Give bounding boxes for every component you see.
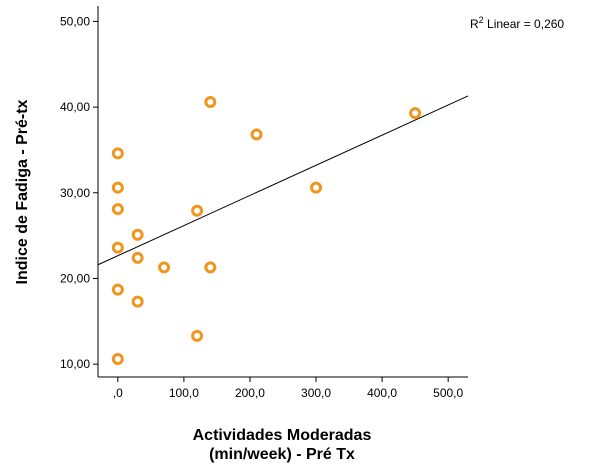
y-axis: 10,00 20,00 30,00 40,00 50,00 xyxy=(60,6,99,377)
data-point xyxy=(131,228,144,241)
data-points xyxy=(111,95,422,366)
data-point xyxy=(111,181,124,194)
x-tick-label: 400,0 xyxy=(367,386,397,400)
y-tick-label: 40,00 xyxy=(60,100,90,114)
data-point xyxy=(131,251,144,264)
r2-label: R2 Linear = 0,260 xyxy=(470,15,564,31)
x-tick-label: 200,0 xyxy=(235,386,265,400)
x-axis-title-line2: (min/week) - Pré Tx xyxy=(209,446,355,463)
data-point xyxy=(111,283,124,296)
data-point xyxy=(131,295,144,308)
data-point xyxy=(310,181,323,194)
data-point xyxy=(191,204,204,217)
y-tick-label: 10,00 xyxy=(60,357,90,371)
data-point xyxy=(111,353,124,366)
data-point xyxy=(204,261,217,274)
y-tick-label: 20,00 xyxy=(60,271,90,285)
x-tick-label: 500,0 xyxy=(433,386,463,400)
x-axis-title-line1: Actividades Moderadas xyxy=(193,427,372,444)
x-tick-label: 100,0 xyxy=(169,386,199,400)
r2-label-suffix: Linear = 0,260 xyxy=(484,17,565,31)
data-point xyxy=(158,261,171,274)
x-tick-label: ,0 xyxy=(113,386,123,400)
data-point xyxy=(111,203,124,216)
linear-fit-line xyxy=(97,95,469,266)
y-tick-label: 50,00 xyxy=(60,14,90,28)
data-point xyxy=(111,241,124,254)
data-point xyxy=(204,95,217,108)
r2-label-prefix: R xyxy=(470,17,479,31)
x-axis: ,0 100,0 200,0 300,0 400,0 500,0 xyxy=(98,376,468,400)
data-point xyxy=(250,128,263,141)
data-point xyxy=(409,107,422,120)
data-point xyxy=(191,329,204,342)
data-point xyxy=(111,147,124,160)
r2-label-sup: 2 xyxy=(479,15,484,25)
y-tick-label: 30,00 xyxy=(60,186,90,200)
y-axis-title: Indice de Fadiga - Pré-tx xyxy=(14,99,31,284)
x-tick-label: 300,0 xyxy=(301,386,331,400)
